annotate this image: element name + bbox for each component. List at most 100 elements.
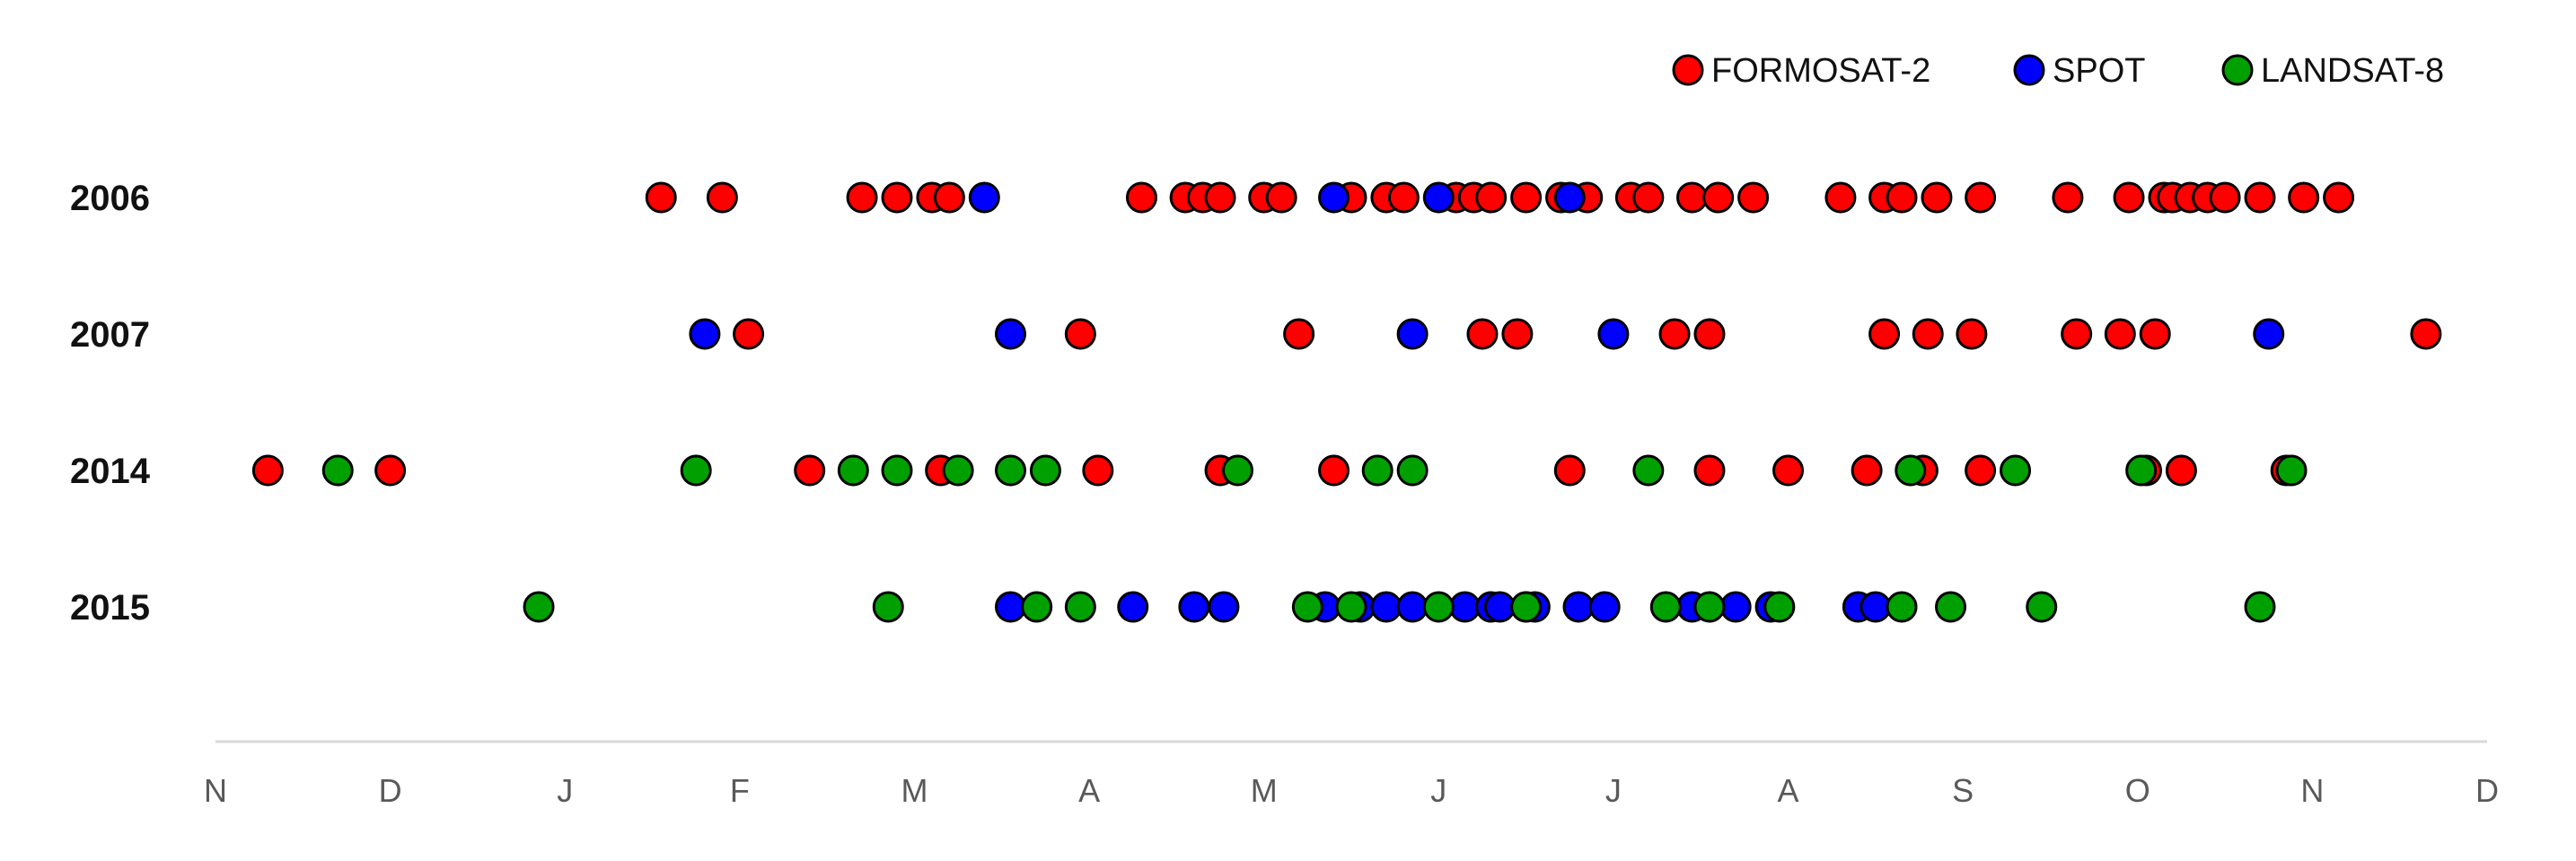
point-formosat-2-2006 — [1632, 181, 1665, 214]
point-landsat-8-2014 — [1361, 454, 1394, 487]
row-label-2014: 2014 — [70, 452, 151, 491]
point-formosat-2-2007 — [733, 318, 765, 350]
point-spot-2006 — [968, 181, 1000, 214]
point-spot-2015 — [1588, 591, 1621, 623]
point-landsat-8-2015 — [1649, 591, 1682, 623]
x-tick-label: J — [557, 772, 573, 809]
point-landsat-8-2014 — [680, 454, 712, 487]
point-landsat-8-2015 — [1763, 591, 1796, 623]
point-formosat-2-2006 — [1921, 181, 1953, 214]
point-spot-2015 — [1396, 591, 1429, 623]
legend-label-landsat-8: LANDSAT-8 — [2261, 52, 2444, 90]
point-landsat-8-2014 — [321, 454, 354, 487]
x-tick-label: S — [1952, 772, 1974, 809]
point-formosat-2-2014 — [1772, 454, 1805, 487]
point-landsat-8-2015 — [523, 591, 555, 623]
point-formosat-2-2006 — [1475, 181, 1508, 214]
point-formosat-2-2006 — [1510, 181, 1543, 214]
point-spot-2006 — [1422, 181, 1455, 214]
point-formosat-2-2006 — [846, 181, 878, 214]
legend-marker-spot — [2013, 54, 2045, 86]
point-formosat-2-2014 — [1693, 454, 1726, 487]
point-spot-2015 — [1178, 591, 1210, 623]
point-spot-2007 — [2253, 318, 2285, 350]
legend-marker-formosat-2 — [1672, 54, 1704, 86]
x-tick-label: N — [204, 772, 227, 809]
point-formosat-2-2006 — [1676, 181, 1708, 214]
point-formosat-2-2006 — [881, 181, 913, 214]
point-landsat-8-2014 — [1396, 454, 1429, 487]
point-formosat-2-2006 — [2288, 181, 2320, 214]
legend: FORMOSAT-2 SPOT LANDSAT-8 — [1672, 52, 2444, 90]
point-formosat-2-2006 — [1204, 181, 1236, 214]
x-tick-label: J — [1430, 772, 1446, 809]
point-formosat-2-2006 — [1125, 181, 1157, 214]
point-formosat-2-2007 — [1466, 318, 1499, 350]
point-formosat-2-2006 — [706, 181, 738, 214]
point-formosat-2-2006 — [1265, 181, 1297, 214]
point-formosat-2-2006 — [1387, 181, 1420, 214]
point-landsat-8-2014 — [2125, 454, 2158, 487]
x-tick-label: M — [1251, 772, 1278, 809]
point-spot-2007 — [1597, 318, 1630, 350]
row-label-2015: 2015 — [70, 588, 150, 628]
x-tick-label: F — [730, 772, 750, 809]
point-formosat-2-2006 — [645, 181, 677, 214]
point-landsat-8-2015 — [1886, 591, 1918, 623]
point-spot-2015 — [1117, 591, 1149, 623]
point-spot-2015 — [1562, 591, 1595, 623]
point-landsat-8-2015 — [1291, 591, 1323, 623]
point-formosat-2-2006 — [2244, 181, 2276, 214]
legend-marker-landsat-8 — [2221, 54, 2254, 86]
point-spot-2007 — [1396, 318, 1429, 350]
point-landsat-8-2014 — [1222, 454, 1253, 487]
point-spot-2007 — [995, 318, 1026, 350]
point-spot-2015 — [1370, 591, 1402, 623]
point-landsat-8-2015 — [872, 591, 904, 623]
point-formosat-2-2014 — [1082, 454, 1114, 487]
point-landsat-8-2014 — [1632, 454, 1665, 487]
x-tick-label: A — [1078, 772, 1100, 809]
point-formosat-2-2006 — [2113, 181, 2145, 214]
row-labels: 2006 2007 2014 2015 — [70, 179, 151, 628]
point-formosat-2-2014 — [374, 454, 407, 487]
point-spot-2006 — [1553, 181, 1586, 214]
point-landsat-8-2015 — [2026, 591, 2058, 623]
point-landsat-8-2014 — [837, 454, 869, 487]
point-landsat-8-2014 — [881, 454, 913, 487]
row-label-2007: 2007 — [70, 315, 150, 355]
point-formosat-2-2007 — [1912, 318, 1944, 350]
point-formosat-2-2014 — [794, 454, 826, 487]
point-formosat-2-2007 — [1693, 318, 1726, 350]
point-landsat-8-2014 — [1029, 454, 1061, 487]
point-formosat-2-2006 — [1737, 181, 1770, 214]
point-formosat-2-2007 — [2061, 318, 2093, 350]
x-tick-label: A — [1778, 772, 1799, 809]
point-landsat-8-2014 — [995, 454, 1026, 487]
point-formosat-2-2014 — [251, 454, 284, 487]
point-landsat-8-2015 — [1693, 591, 1726, 623]
point-formosat-2-2007 — [1956, 318, 1988, 350]
point-formosat-2-2006 — [1824, 181, 1857, 214]
point-formosat-2-2014 — [1553, 454, 1586, 487]
point-formosat-2-2014 — [1965, 454, 1997, 487]
point-formosat-2-2007 — [1501, 318, 1534, 350]
point-landsat-8-2014 — [942, 454, 974, 487]
x-tick-label: M — [901, 772, 928, 809]
point-landsat-8-2014 — [1895, 454, 1927, 487]
point-formosat-2-2006 — [2052, 181, 2084, 214]
point-formosat-2-2006 — [933, 181, 965, 214]
point-landsat-8-2015 — [1064, 591, 1096, 623]
point-spot-2015 — [1719, 591, 1752, 623]
point-formosat-2-2006 — [1886, 181, 1918, 214]
point-spot-2015 — [1449, 591, 1481, 623]
acquisition-points — [251, 181, 2442, 623]
point-spot-2015 — [1483, 591, 1516, 623]
point-landsat-8-2015 — [1935, 591, 1967, 623]
point-landsat-8-2014 — [2275, 454, 2308, 487]
point-formosat-2-2014 — [1851, 454, 1883, 487]
legend-label-formosat-2: FORMOSAT-2 — [1711, 52, 1930, 90]
